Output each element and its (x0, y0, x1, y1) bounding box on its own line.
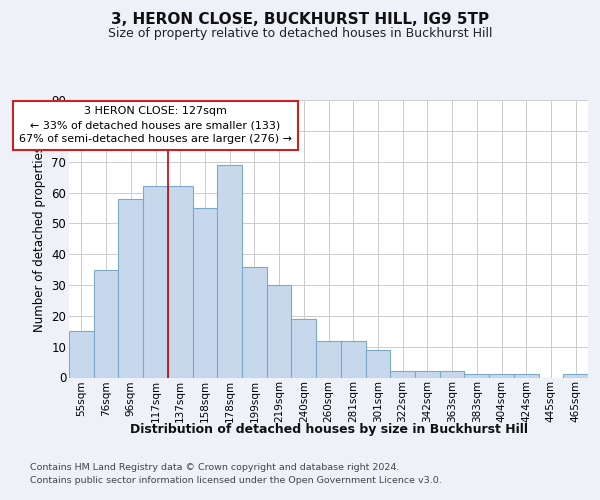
Bar (94, 270, 118, 378)
Bar (143, 186, 168, 378)
Bar (118, 198, 143, 378)
Bar (514, 374, 539, 378)
Bar (464, 374, 489, 378)
Text: 3, HERON CLOSE, BUCKHURST HILL, IG9 5TP: 3, HERON CLOSE, BUCKHURST HILL, IG9 5TP (111, 12, 489, 28)
Bar (440, 372, 464, 378)
Bar (365, 350, 390, 378)
Bar (193, 208, 217, 378)
Bar (267, 285, 292, 378)
Text: Contains HM Land Registry data © Crown copyright and database right 2024.: Contains HM Land Registry data © Crown c… (30, 462, 400, 471)
Text: 3 HERON CLOSE: 127sqm
← 33% of detached houses are smaller (133)
67% of semi-det: 3 HERON CLOSE: 127sqm ← 33% of detached … (19, 106, 292, 144)
Bar (242, 266, 267, 378)
Bar (217, 165, 242, 378)
Bar (390, 372, 415, 378)
Bar (168, 186, 193, 378)
Bar (341, 340, 365, 378)
Bar (292, 319, 316, 378)
Bar (489, 374, 514, 378)
Bar (415, 372, 440, 378)
Bar (69, 331, 94, 378)
Text: Distribution of detached houses by size in Buckhurst Hill: Distribution of detached houses by size … (130, 422, 528, 436)
Text: Size of property relative to detached houses in Buckhurst Hill: Size of property relative to detached ho… (108, 28, 492, 40)
Bar (563, 374, 588, 378)
Text: Contains public sector information licensed under the Open Government Licence v3: Contains public sector information licen… (30, 476, 442, 485)
Bar (316, 340, 341, 378)
Y-axis label: Number of detached properties: Number of detached properties (33, 146, 46, 332)
